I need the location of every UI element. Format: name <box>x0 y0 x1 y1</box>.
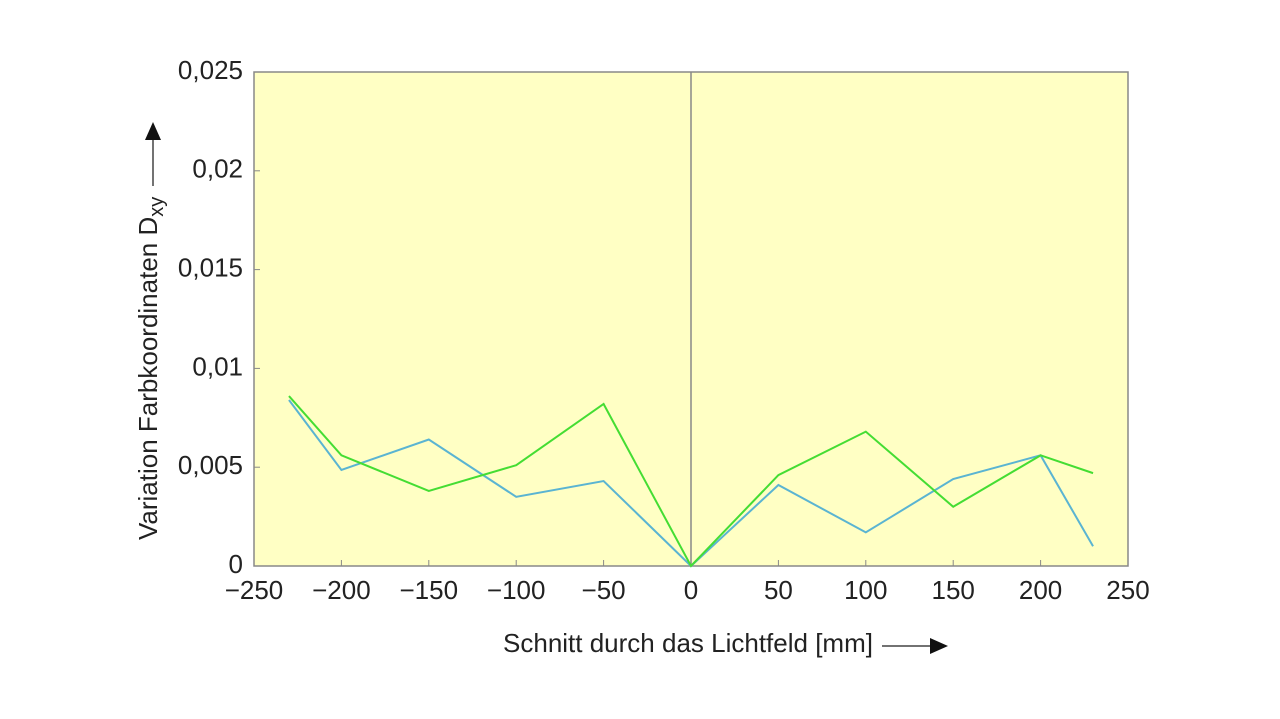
x-tick-label: −250 <box>225 575 284 605</box>
x-arrow-head <box>930 638 948 654</box>
y-tick-label: 0,02 <box>192 154 243 184</box>
x-tick-label: −50 <box>582 575 626 605</box>
y-tick-label: 0,015 <box>178 252 243 282</box>
y-label-sub: xy <box>146 197 168 217</box>
x-tick-label: 150 <box>932 575 975 605</box>
y-axis-label: Variation Farbkoordinaten Dxy <box>133 197 168 540</box>
x-tick-label: 250 <box>1106 575 1149 605</box>
x-tick-label: 200 <box>1019 575 1062 605</box>
x-tick-label: 50 <box>764 575 793 605</box>
series-line <box>288 395 1094 568</box>
x-axis-label: Schnitt durch das Lichtfeld [mm] <box>503 628 873 658</box>
x-tick-label: −150 <box>400 575 459 605</box>
y-tick-label: 0,005 <box>178 450 243 480</box>
x-tick-label: −100 <box>487 575 546 605</box>
x-tick-label: 0 <box>684 575 698 605</box>
y-tick-label: 0,025 <box>178 55 243 85</box>
y-tick-label: 0,01 <box>192 351 243 381</box>
x-tick-label: −200 <box>312 575 371 605</box>
x-tick-label: 100 <box>844 575 887 605</box>
y-arrow-head <box>145 122 161 140</box>
y-label-main: Variation Farbkoordinaten D <box>133 217 163 540</box>
y-tick-label: 0 <box>229 549 243 579</box>
